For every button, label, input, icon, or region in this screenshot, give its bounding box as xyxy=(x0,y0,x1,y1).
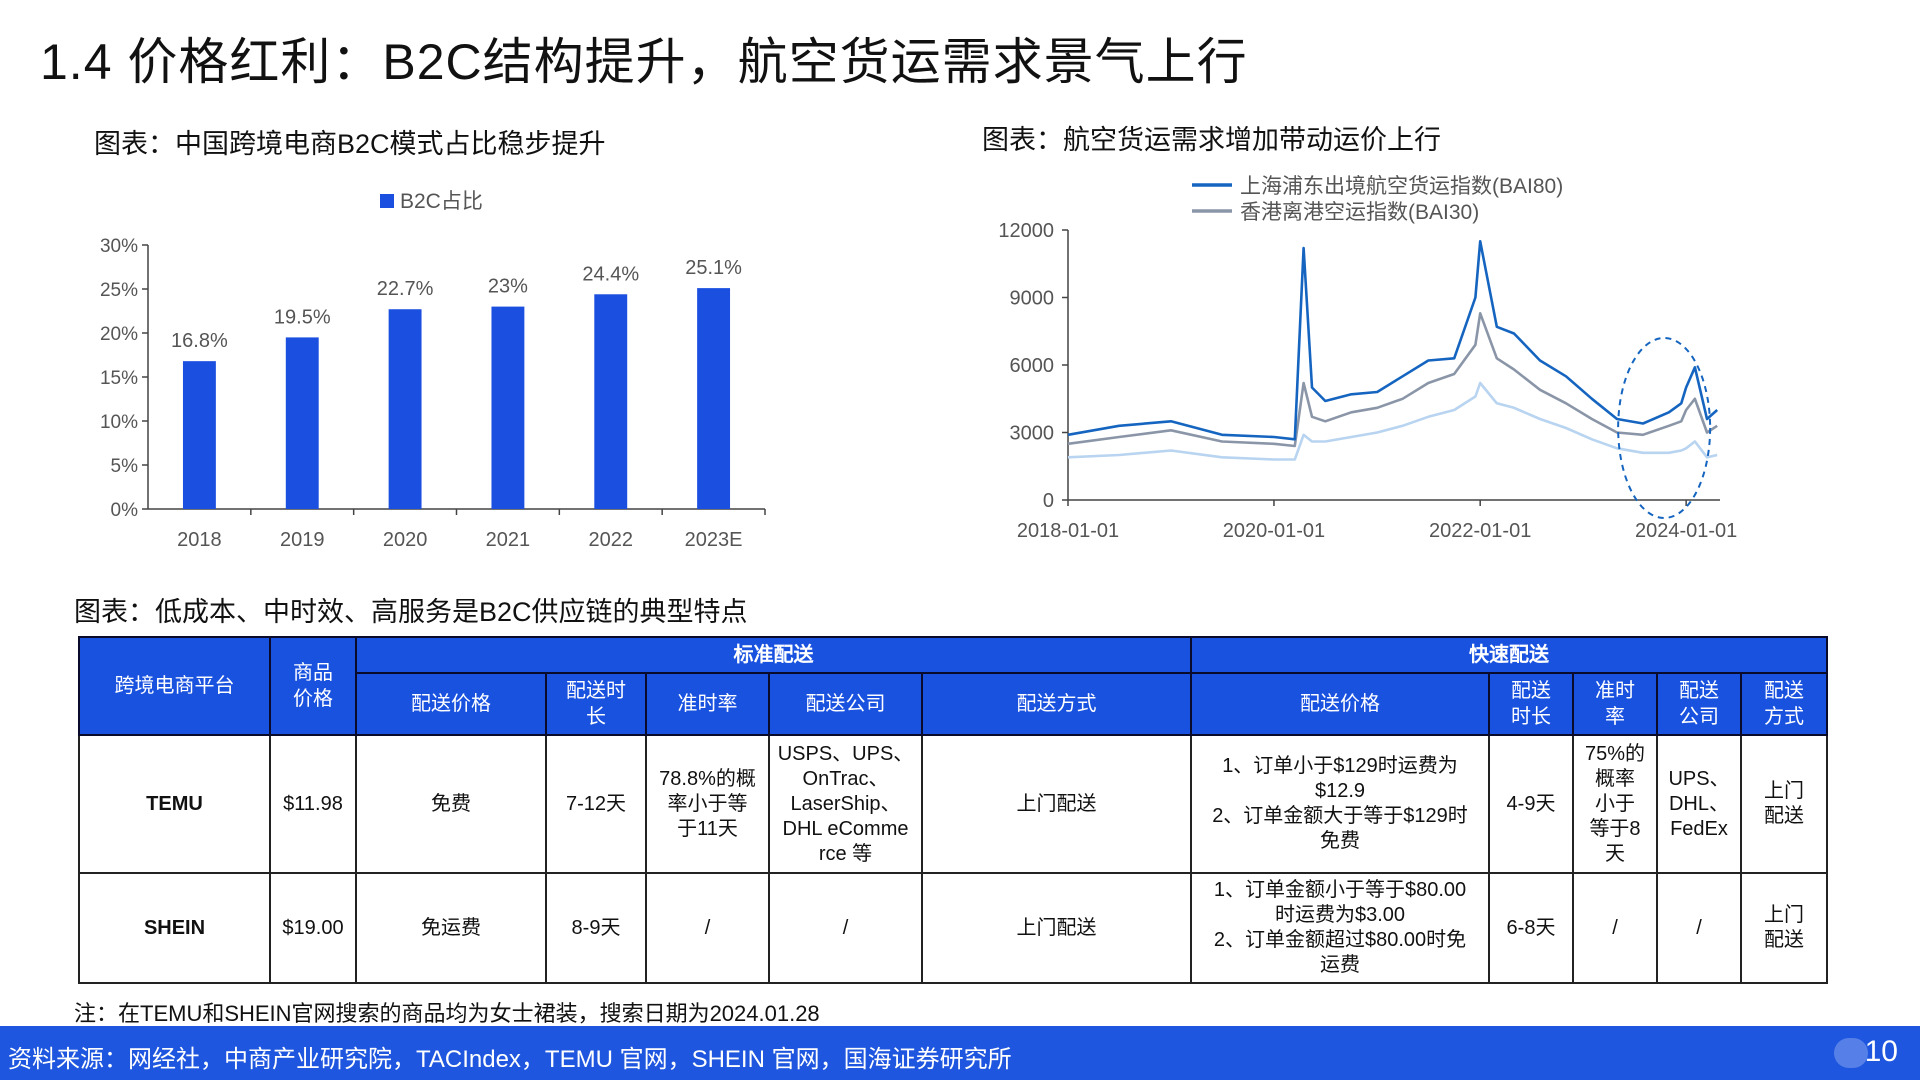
header-std-carrier: 配送公司 xyxy=(768,672,923,736)
y-tick-label: 15% xyxy=(100,368,138,389)
header-platform: 跨境电商平台 xyxy=(78,636,271,736)
header-standard-delivery: 标准配送 xyxy=(355,636,1192,674)
header-exp-method: 配送 方式 xyxy=(1740,672,1828,736)
y-tick-label: 30% xyxy=(100,236,138,257)
x-tick-label: 2018 xyxy=(177,529,222,551)
x-tick-label: 2020 xyxy=(383,529,428,551)
x-tick-label: 2021 xyxy=(486,529,530,551)
header-std-time: 配送时 长 xyxy=(545,672,647,736)
x-tick-label: 2023E xyxy=(685,529,743,551)
row-exp-method: 上门 配送 xyxy=(1740,872,1828,984)
y-tick-label: 3000 xyxy=(1010,423,1055,445)
row-std-method: 上门配送 xyxy=(921,872,1192,984)
row-exp-time: 6-8天 xyxy=(1488,872,1574,984)
footer-source: 资料来源：网经社，中商产业研究院，TACIndex，TEMU 官网，SHEIN … xyxy=(8,1046,1012,1073)
bar xyxy=(285,337,319,509)
row-std-ontime: / xyxy=(645,872,770,984)
row-std-ontime: 78.8%的概 率小于等 于11天 xyxy=(645,734,770,874)
page-number: 10 xyxy=(1864,1035,1898,1068)
y-tick-label: 25% xyxy=(100,280,138,301)
y-tick-label: 5% xyxy=(111,456,139,477)
row-price: $19.00 xyxy=(269,872,357,984)
header-exp-time: 配送 时长 xyxy=(1488,672,1574,736)
b2c-supply-chain-table: 跨境电商平台 商品 价格 标准配送 快速配送 配送价格 配送时 长 准时率 配送… xyxy=(78,636,1828,984)
legend-label: B2C占比 xyxy=(400,190,483,213)
bar xyxy=(182,361,216,509)
highlight-ellipse xyxy=(1617,337,1712,519)
bar-value-label: 25.1% xyxy=(685,257,742,279)
bar xyxy=(491,306,525,509)
bar xyxy=(388,309,422,509)
x-tick-label: 2019 xyxy=(280,529,325,551)
table-note: 注：在TEMU和SHEIN官网搜索的商品均为女士裙装，搜索日期为2024.01.… xyxy=(74,1001,820,1026)
row-exp-ontime: / xyxy=(1572,872,1658,984)
header-exp-carrier: 配送 公司 xyxy=(1656,672,1742,736)
x-tick-label: 2022 xyxy=(589,529,634,551)
bar-value-label: 19.5% xyxy=(274,306,331,328)
row-exp-carrier: / xyxy=(1656,872,1742,984)
y-tick-label: 9000 xyxy=(1010,288,1055,310)
header-exp-ontime: 准时 率 xyxy=(1572,672,1658,736)
header-price: 商品 价格 xyxy=(269,636,357,736)
row-std-carrier: / xyxy=(768,872,923,984)
table-row: TEMU $11.98 免费 7-12天 78.8%的概 率小于等 于11天 U… xyxy=(78,734,1828,874)
row-std-method: 上门配送 xyxy=(921,734,1192,874)
right-chart-caption: 图表：航空货运需求增加带动运价上行 xyxy=(982,125,1441,155)
row-exp-price: 1、订单小于$129时运费为 $12.9 2、订单金额大于等于$129时 免费 xyxy=(1190,734,1490,874)
table-caption: 图表：低成本、中时效、高服务是B2C供应链的典型特点 xyxy=(74,597,748,627)
row-std-time: 7-12天 xyxy=(545,734,647,874)
row-platform: TEMU xyxy=(78,734,271,874)
row-std-price: 免运费 xyxy=(355,872,547,984)
series-line xyxy=(1067,312,1718,448)
header-std-ontime: 准时率 xyxy=(645,672,770,736)
legend-label: 香港离港空运指数(BAI30) xyxy=(1240,201,1479,224)
row-std-carrier: USPS、UPS、 OnTrac、 LaserShip、 DHL eComme … xyxy=(768,734,923,874)
watermark-icon xyxy=(1834,1038,1868,1068)
bar-value-label: 23% xyxy=(488,276,528,298)
x-tick-label: 2022-01-01 xyxy=(1429,520,1531,542)
x-tick-label: 2018-01-01 xyxy=(1017,520,1119,542)
series-line xyxy=(1067,381,1718,461)
bar-value-label: 22.7% xyxy=(377,278,434,300)
header-std-price: 配送价格 xyxy=(355,672,547,736)
row-std-price: 免费 xyxy=(355,734,547,874)
bar-value-label: 16.8% xyxy=(171,330,228,352)
air-freight-line-chart: 上海浦东出境航空货运指数(BAI80) 香港离港空运指数(BAI30) 0 3000 6… xyxy=(998,175,1737,542)
y-tick-label: 0% xyxy=(111,500,139,521)
x-tick-label: 2020-01-01 xyxy=(1223,520,1325,542)
bar xyxy=(697,288,731,509)
row-exp-time: 4-9天 xyxy=(1488,734,1574,874)
page-title: 1.4 价格红利：B2C结构提升，航空货运需求景气上行 xyxy=(40,34,1248,90)
y-tick-label: 20% xyxy=(100,324,138,345)
y-tick-label: 10% xyxy=(100,412,138,433)
header-exp-price: 配送价格 xyxy=(1190,672,1490,736)
row-exp-ontime: 75%的 概率 小于 等于8 天 xyxy=(1572,734,1658,874)
legend-label: 上海浦东出境航空货运指数(BAI80) xyxy=(1240,175,1563,198)
bar-value-label: 24.4% xyxy=(582,263,639,285)
header-express-delivery: 快速配送 xyxy=(1190,636,1828,674)
y-tick-label: 0 xyxy=(1043,490,1054,512)
bar xyxy=(594,294,628,509)
legend-swatch xyxy=(380,194,394,208)
footer-bar: 资料来源：网经社，中商产业研究院，TACIndex，TEMU 官网，SHEIN … xyxy=(0,1026,1920,1080)
y-tick-label: 12000 xyxy=(998,220,1054,242)
row-exp-carrier: UPS、 DHL、 FedEx xyxy=(1656,734,1742,874)
x-tick-label: 2024-01-01 xyxy=(1635,520,1737,542)
b2c-bar-chart: B2C占比 0% 5% 10% 15% 20% 25% 30% 16.8% 2018 19.5% 20… xyxy=(100,190,766,551)
table-row: SHEIN $19.00 免运费 8-9天 / / 上门配送 1、订单金额小于等… xyxy=(78,872,1828,984)
row-price: $11.98 xyxy=(269,734,357,874)
row-exp-method: 上门 配送 xyxy=(1740,734,1828,874)
y-tick-label: 6000 xyxy=(1010,355,1055,377)
series-line xyxy=(1067,240,1719,441)
row-std-time: 8-9天 xyxy=(545,872,647,984)
header-std-method: 配送方式 xyxy=(921,672,1192,736)
left-chart-caption: 图表：中国跨境电商B2C模式占比稳步提升 xyxy=(94,129,606,159)
row-platform: SHEIN xyxy=(78,872,271,984)
row-exp-price: 1、订单金额小于等于$80.00 时运费为$3.00 2、订单金额超过$80.0… xyxy=(1190,872,1490,984)
